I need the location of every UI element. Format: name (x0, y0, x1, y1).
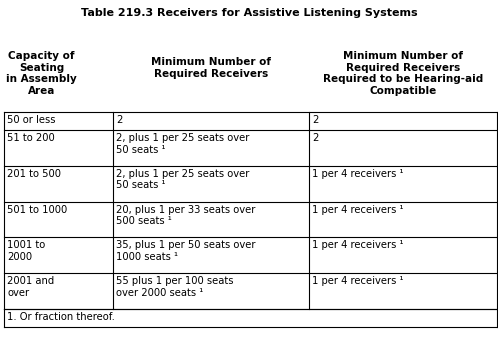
Text: 501 to 1000: 501 to 1000 (7, 204, 67, 215)
Text: 1 per 4 receivers ¹: 1 per 4 receivers ¹ (312, 240, 403, 251)
Text: 201 to 500: 201 to 500 (7, 169, 61, 179)
Text: 1 per 4 receivers ¹: 1 per 4 receivers ¹ (312, 204, 403, 215)
Text: 35, plus 1 per 50 seats over
1000 seats ¹: 35, plus 1 per 50 seats over 1000 seats … (116, 240, 255, 262)
Text: 2, plus 1 per 25 seats over
50 seats ¹: 2, plus 1 per 25 seats over 50 seats ¹ (116, 133, 249, 155)
Text: 1 per 4 receivers ¹: 1 per 4 receivers ¹ (312, 276, 403, 286)
Text: 1 per 4 receivers ¹: 1 per 4 receivers ¹ (312, 169, 403, 179)
Text: 2001 and
over: 2001 and over (7, 276, 54, 298)
Text: 2: 2 (116, 115, 123, 125)
Text: Table 219.3 Receivers for Assistive Listening Systems: Table 219.3 Receivers for Assistive List… (81, 8, 417, 18)
Text: 50 or less: 50 or less (7, 115, 55, 125)
Text: Minimum Number of
Required Receivers: Minimum Number of Required Receivers (151, 57, 271, 79)
Text: 1001 to
2000: 1001 to 2000 (7, 240, 45, 262)
Text: 1. Or fraction thereof.: 1. Or fraction thereof. (7, 312, 115, 322)
Text: Minimum Number of
Required Receivers
Required to be Hearing-aid
Compatible: Minimum Number of Required Receivers Req… (323, 51, 483, 96)
Text: 2: 2 (312, 115, 318, 125)
Text: 2, plus 1 per 25 seats over
50 seats ¹: 2, plus 1 per 25 seats over 50 seats ¹ (116, 169, 249, 190)
Text: Capacity of
Seating
in Assembly
Area: Capacity of Seating in Assembly Area (6, 51, 77, 96)
Text: 20, plus 1 per 33 seats over
500 seats ¹: 20, plus 1 per 33 seats over 500 seats ¹ (116, 204, 255, 226)
Text: 2: 2 (312, 133, 318, 143)
Text: 51 to 200: 51 to 200 (7, 133, 55, 143)
Text: 55 plus 1 per 100 seats
over 2000 seats ¹: 55 plus 1 per 100 seats over 2000 seats … (116, 276, 234, 298)
